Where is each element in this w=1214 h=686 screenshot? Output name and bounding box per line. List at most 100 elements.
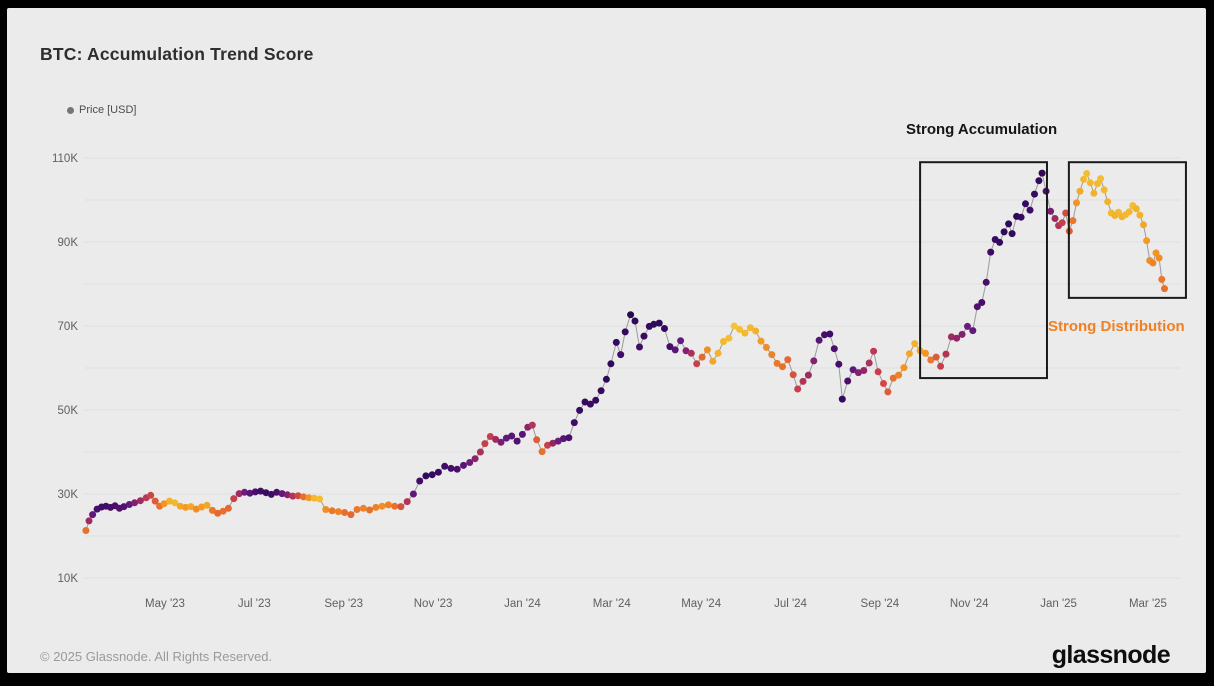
price-point xyxy=(661,325,668,332)
price-point xyxy=(592,396,600,404)
price-point xyxy=(476,448,484,456)
price-point xyxy=(693,360,701,368)
price-point xyxy=(640,332,648,340)
price-point xyxy=(581,398,589,406)
price-point xyxy=(671,346,679,354)
x-axis-tick: Nov '24 xyxy=(950,598,989,610)
price-point xyxy=(230,495,238,503)
price-point xyxy=(1097,175,1105,183)
price-point xyxy=(602,375,610,383)
annotation-box xyxy=(1067,161,1187,299)
price-point xyxy=(586,400,594,408)
price-point xyxy=(779,363,786,371)
price-point xyxy=(544,441,551,449)
price-point xyxy=(289,492,297,500)
price-point xyxy=(125,501,133,508)
copyright-text: © 2025 Glassnode. All Rights Reserved. xyxy=(40,649,273,664)
price-point xyxy=(283,491,291,499)
price-point xyxy=(278,490,286,498)
price-point xyxy=(576,406,584,414)
price-point xyxy=(151,497,159,505)
price-point xyxy=(391,502,399,510)
legend-label: Price [USD] xyxy=(79,104,137,116)
price-point xyxy=(953,334,961,342)
price-point xyxy=(224,504,232,512)
price-point xyxy=(1158,275,1166,283)
price-point xyxy=(85,517,93,525)
price-point xyxy=(316,495,324,503)
price-point xyxy=(372,503,380,511)
price-point xyxy=(1161,285,1168,293)
price-point xyxy=(1073,199,1080,207)
price-point xyxy=(422,472,430,480)
price-point xyxy=(687,349,695,357)
price-point xyxy=(403,498,411,506)
price-point xyxy=(773,359,781,367)
price-point xyxy=(932,353,940,361)
price-point xyxy=(1136,211,1144,219)
price-point xyxy=(214,509,222,517)
price-point xyxy=(927,356,935,364)
price-point xyxy=(911,340,919,348)
chart-card: BTC: Accumulation Trend Score Price [USD… xyxy=(7,8,1206,673)
y-axis-tick: 70K xyxy=(58,321,79,333)
price-point xyxy=(1152,249,1160,257)
price-point xyxy=(1005,220,1013,228)
price-point xyxy=(736,325,744,333)
price-point xyxy=(752,327,760,335)
price-point xyxy=(682,347,690,355)
price-point xyxy=(1031,190,1038,198)
price-point xyxy=(1022,200,1029,208)
price-point xyxy=(471,455,479,463)
price-point xyxy=(341,509,349,516)
price-point xyxy=(1086,179,1094,187)
price-point xyxy=(698,353,706,361)
price-point xyxy=(826,330,834,338)
price-point xyxy=(947,333,955,341)
price-point xyxy=(1080,175,1088,183)
price-point xyxy=(120,503,128,511)
price-line xyxy=(85,171,1165,531)
x-axis-tick: Jul '23 xyxy=(238,598,271,610)
price-point xyxy=(1125,208,1133,216)
price-point xyxy=(502,434,510,442)
price-point xyxy=(328,507,336,515)
price-point xyxy=(497,438,505,446)
y-axis-tick: 50K xyxy=(58,405,79,417)
price-point xyxy=(203,501,211,509)
strong-accumulation-label: Strong Accumulation xyxy=(906,121,1058,138)
price-point xyxy=(1100,186,1108,194)
price-point xyxy=(300,493,307,501)
price-point xyxy=(922,349,929,357)
x-axis-tick: Sep '24 xyxy=(861,598,900,610)
price-point xyxy=(854,369,862,377)
price-point xyxy=(784,356,792,364)
price-point xyxy=(257,487,265,495)
price-point xyxy=(192,505,200,513)
price-point xyxy=(650,320,658,328)
x-axis-tick: Mar '24 xyxy=(593,598,632,610)
price-point xyxy=(969,327,977,335)
price-point xyxy=(554,437,562,445)
price-point xyxy=(768,351,776,359)
price-point xyxy=(171,499,179,507)
price-point xyxy=(741,329,749,337)
price-point xyxy=(621,328,629,336)
price-point xyxy=(900,364,908,372)
price-point xyxy=(937,362,945,370)
price-point xyxy=(1149,259,1157,267)
price-point xyxy=(978,299,986,306)
price-point xyxy=(880,380,887,387)
glassnode-logo: glassnode xyxy=(1051,641,1171,669)
price-point xyxy=(725,334,733,342)
price-point xyxy=(322,506,330,513)
price-point xyxy=(677,337,685,345)
price-point xyxy=(453,465,461,473)
price-point xyxy=(895,371,903,379)
price-point xyxy=(730,322,738,330)
price-point xyxy=(838,395,846,403)
y-axis-tick: 30K xyxy=(58,489,79,501)
price-point xyxy=(235,490,243,498)
price-point xyxy=(617,351,625,359)
